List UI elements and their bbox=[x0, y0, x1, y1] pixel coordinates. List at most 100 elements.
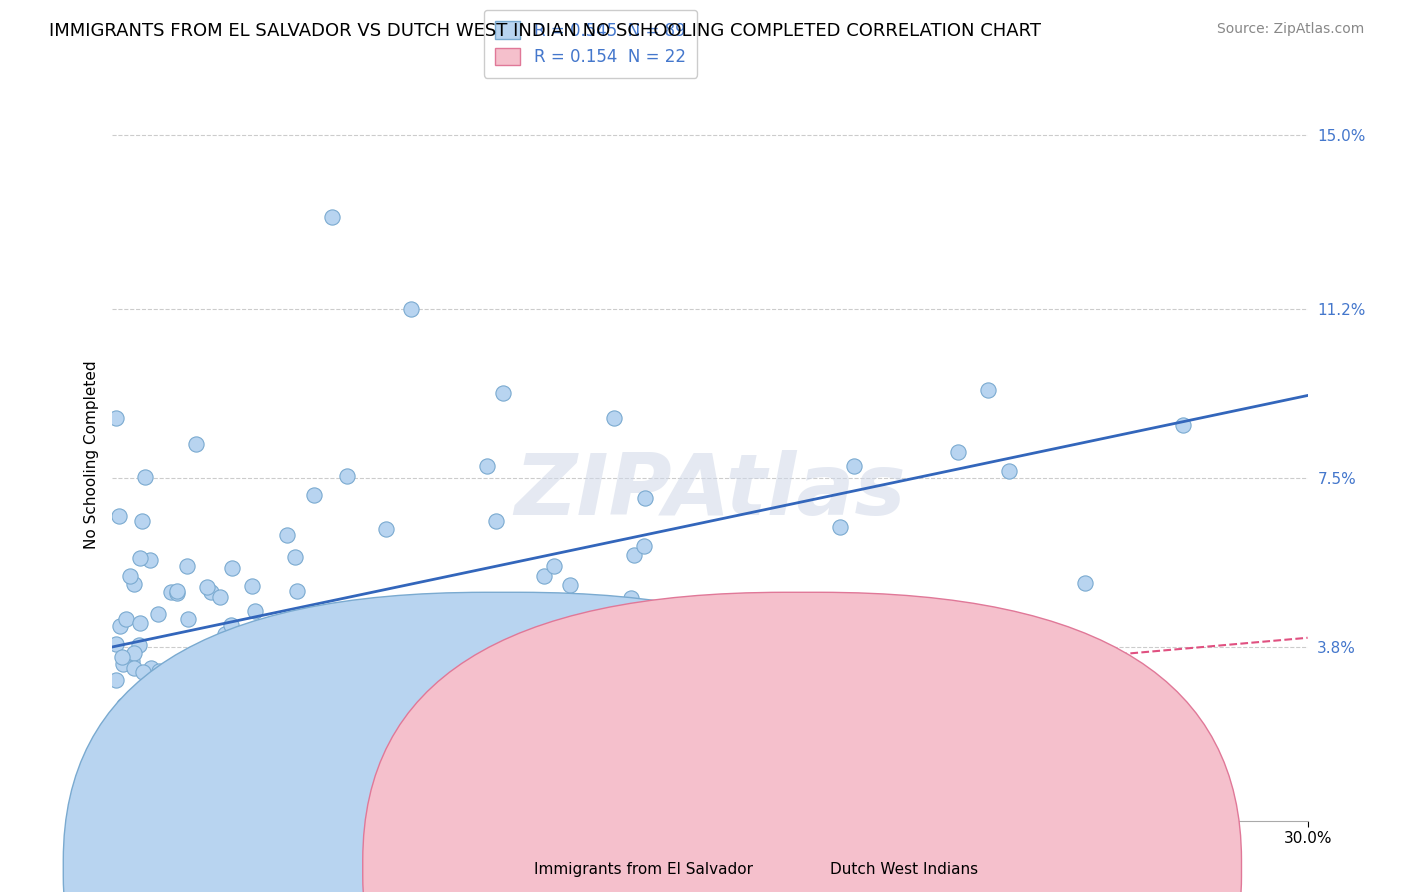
Point bbox=[108, 509, 131, 524]
Point bbox=[139, 553, 162, 567]
Point bbox=[166, 586, 188, 600]
Point bbox=[281, 725, 304, 739]
Point bbox=[105, 789, 128, 804]
Point bbox=[115, 706, 138, 720]
Point bbox=[291, 723, 314, 738]
Point bbox=[858, 667, 880, 681]
Point bbox=[117, 790, 139, 805]
Point bbox=[166, 665, 188, 680]
Point bbox=[121, 654, 143, 668]
Point bbox=[146, 607, 169, 621]
Text: ZIPAtlas: ZIPAtlas bbox=[515, 450, 905, 533]
Point bbox=[135, 706, 157, 721]
Point bbox=[221, 682, 243, 697]
Point bbox=[240, 579, 263, 593]
Point bbox=[228, 632, 250, 646]
Point bbox=[284, 550, 307, 565]
Point bbox=[221, 617, 243, 632]
Point bbox=[321, 211, 343, 225]
Point bbox=[114, 712, 136, 726]
Point bbox=[344, 636, 367, 650]
Text: Dutch West Indians: Dutch West Indians bbox=[830, 863, 977, 877]
Point bbox=[828, 520, 851, 534]
Point bbox=[515, 745, 537, 759]
Point bbox=[484, 514, 506, 528]
Point bbox=[134, 470, 156, 484]
Point bbox=[132, 665, 155, 679]
Point bbox=[299, 606, 322, 620]
Point bbox=[118, 568, 141, 582]
Point bbox=[623, 548, 645, 562]
Point bbox=[253, 710, 276, 724]
Point bbox=[492, 386, 515, 401]
Point bbox=[1074, 576, 1097, 591]
Point bbox=[276, 528, 298, 542]
Point bbox=[824, 621, 846, 635]
Point bbox=[187, 645, 209, 659]
Point bbox=[533, 569, 555, 583]
Point bbox=[221, 561, 243, 575]
Text: Immigrants from El Salvador: Immigrants from El Salvador bbox=[534, 863, 754, 877]
Point bbox=[131, 514, 153, 528]
Point bbox=[121, 764, 143, 778]
Point bbox=[174, 703, 197, 717]
Point bbox=[214, 627, 236, 641]
Point bbox=[254, 629, 277, 643]
Point bbox=[117, 749, 139, 764]
Point bbox=[139, 661, 162, 675]
Point bbox=[122, 661, 145, 675]
Point bbox=[105, 637, 128, 651]
Point bbox=[105, 411, 128, 425]
Point bbox=[633, 540, 655, 554]
Point bbox=[128, 550, 150, 565]
Point bbox=[114, 612, 136, 626]
Point bbox=[159, 585, 181, 599]
Point bbox=[124, 577, 146, 591]
Point bbox=[640, 709, 662, 723]
Point bbox=[184, 437, 207, 451]
Point bbox=[998, 464, 1021, 478]
Point bbox=[336, 469, 359, 483]
Point bbox=[321, 739, 343, 753]
Point bbox=[558, 578, 581, 592]
Point bbox=[132, 701, 155, 715]
Point bbox=[179, 724, 201, 739]
Point bbox=[122, 646, 145, 660]
Point bbox=[946, 444, 969, 458]
Point bbox=[129, 615, 152, 630]
Point bbox=[131, 761, 153, 775]
Point bbox=[730, 593, 752, 607]
Point bbox=[176, 558, 198, 573]
Point bbox=[167, 657, 190, 672]
Point bbox=[302, 488, 325, 502]
Text: IMMIGRANTS FROM EL SALVADOR VS DUTCH WEST INDIAN NO SCHOOLING COMPLETED CORRELAT: IMMIGRANTS FROM EL SALVADOR VS DUTCH WES… bbox=[49, 22, 1042, 40]
Point bbox=[243, 605, 266, 619]
Text: Source: ZipAtlas.com: Source: ZipAtlas.com bbox=[1216, 22, 1364, 37]
Point bbox=[112, 698, 135, 712]
Point bbox=[105, 731, 128, 746]
Point bbox=[172, 745, 194, 759]
Point bbox=[224, 636, 246, 650]
Point bbox=[209, 590, 232, 604]
Point bbox=[250, 665, 273, 679]
Point bbox=[110, 649, 132, 664]
Point bbox=[976, 383, 998, 397]
Point bbox=[603, 411, 626, 425]
Point bbox=[128, 638, 150, 652]
Point bbox=[120, 784, 142, 798]
Point bbox=[844, 459, 866, 474]
Point bbox=[411, 689, 433, 703]
Point bbox=[112, 657, 135, 671]
Point bbox=[195, 580, 218, 594]
Point bbox=[114, 723, 135, 737]
Point bbox=[110, 740, 132, 755]
Point bbox=[411, 612, 433, 626]
Point bbox=[121, 731, 143, 746]
Point bbox=[401, 301, 423, 316]
Point bbox=[124, 760, 146, 774]
Point bbox=[240, 732, 263, 747]
Legend: R = 0.545  N = 89, R = 0.154  N = 22: R = 0.545 N = 89, R = 0.154 N = 22 bbox=[484, 10, 697, 78]
Point bbox=[143, 732, 166, 747]
Point bbox=[148, 703, 170, 717]
Y-axis label: No Schooling Completed: No Schooling Completed bbox=[83, 360, 98, 549]
